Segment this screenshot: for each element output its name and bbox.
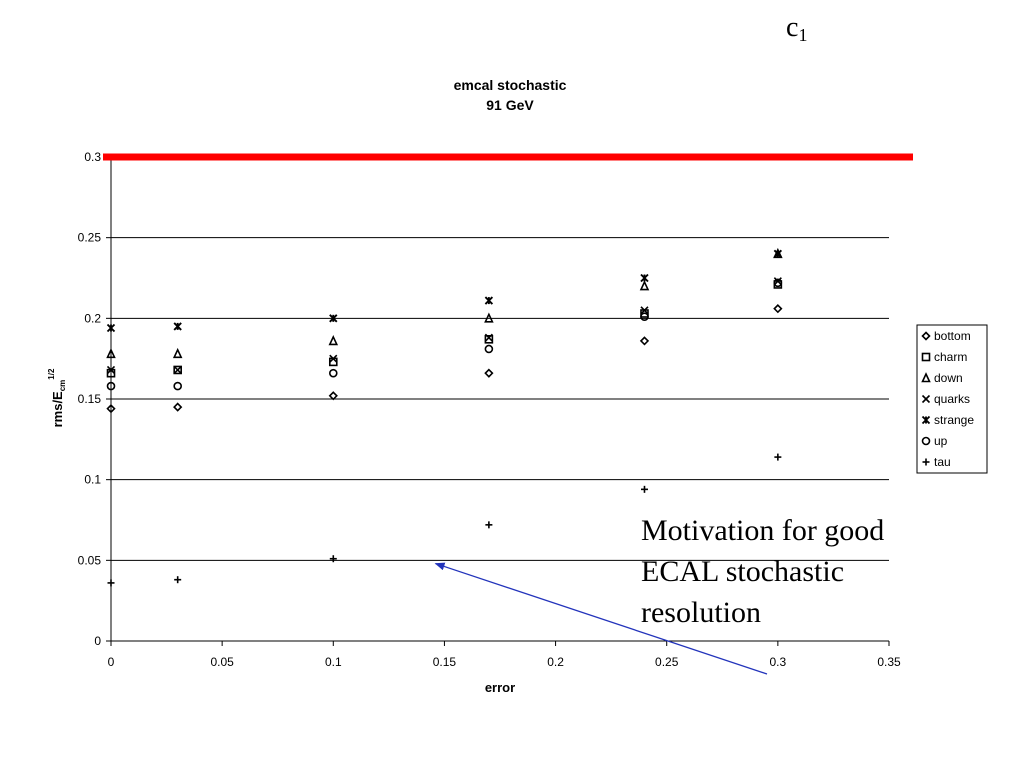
- corner-label: c1: [786, 12, 807, 46]
- point-bottom-1: [173, 402, 183, 412]
- legend-label-strange: strange: [934, 413, 974, 427]
- point-quarks-5: [773, 277, 782, 286]
- point-up-2: [328, 368, 338, 378]
- point-down-1: [172, 347, 183, 359]
- legend-label-up: up: [934, 434, 948, 448]
- point-quarks-0: [106, 365, 116, 375]
- point-tau-4: [640, 485, 648, 493]
- point-bottom-5: [773, 304, 783, 314]
- annotation-arrow: [434, 562, 768, 675]
- point-bottom-2: [328, 391, 338, 401]
- legend-label-tau: tau: [934, 455, 951, 469]
- x-tick-label-1: 0.05: [210, 655, 234, 669]
- y-axis-label-sub: cm: [58, 380, 67, 392]
- annotation-line-2: ECAL stochastic: [641, 555, 845, 588]
- y-axis-label-sup: 1/2: [47, 368, 56, 380]
- legend-box: [916, 324, 988, 474]
- y-tick-label-1: 0.05: [78, 553, 102, 567]
- point-quarks-3: [484, 333, 493, 342]
- point-tau-0: [107, 579, 115, 587]
- point-tau-1: [174, 576, 182, 584]
- point-up-0: [106, 381, 116, 391]
- y-axis-label-main: rms/E: [50, 391, 65, 427]
- point-up-1: [173, 381, 182, 391]
- legend: bottom charm down quarks strange up tau: [916, 324, 988, 474]
- chart-title-line-1: emcal stochastic: [454, 77, 567, 93]
- y-axis-label: rms/Ecm1/2: [47, 368, 67, 427]
- chart-title-line-2: 91 GeV: [486, 97, 534, 113]
- legend-marker-up: [921, 436, 931, 446]
- point-charm-1: [173, 365, 182, 375]
- legend-marker-tau: [922, 458, 930, 466]
- x-tick-label-7: 0.35: [877, 655, 901, 669]
- point-strange-3: [484, 296, 494, 305]
- annotation-text: Motivation for good ECAL stochastic reso…: [641, 510, 941, 633]
- legend-label-down: down: [934, 371, 963, 385]
- y-tick-label-6: 0.3: [84, 150, 101, 164]
- x-tick-label-2: 0.1: [325, 655, 342, 669]
- x-tick-label-6: 0.3: [770, 655, 787, 669]
- legend-label-quarks: quarks: [934, 392, 970, 406]
- point-tau-5: [774, 453, 782, 461]
- legend-marker-bottom: [921, 331, 931, 341]
- y-tick-label-3: 0.15: [78, 392, 102, 406]
- point-up-5: [773, 278, 783, 288]
- point-strange-2: [329, 314, 338, 323]
- legend-label-bottom: bottom: [934, 329, 971, 343]
- y-tick-label-4: 0.2: [84, 311, 101, 325]
- point-strange-0: [106, 323, 116, 333]
- corner-label-subscript: 1: [798, 25, 808, 45]
- annotation-line-1: Motivation for good: [641, 514, 885, 547]
- point-quarks-4: [640, 306, 649, 315]
- point-tau-3: [485, 521, 493, 529]
- legend-marker-strange: [921, 415, 931, 425]
- point-quarks-1: [173, 365, 182, 375]
- point-strange-5: [773, 249, 783, 258]
- corner-label-text: c: [786, 12, 799, 43]
- legend-marker-quarks: [921, 394, 931, 404]
- point-charm-3: [484, 335, 494, 344]
- x-tick-label-5: 0.25: [655, 655, 679, 669]
- legend-label-charm: charm: [934, 350, 967, 364]
- point-up-3: [484, 344, 494, 354]
- x-axis-label: error: [485, 680, 515, 695]
- point-down-0: [106, 347, 116, 359]
- x-tick-label-0: 0: [108, 655, 115, 669]
- y-tick-label-0: 0: [94, 634, 101, 648]
- annotation-line-3: resolution: [641, 596, 761, 629]
- legend-marker-charm: [921, 352, 931, 362]
- point-bottom-4: [639, 336, 650, 346]
- point-strange-1: [173, 322, 182, 331]
- y-tick-label-2: 0.1: [84, 473, 101, 487]
- x-tick-label-4: 0.2: [547, 655, 564, 669]
- point-up-4: [640, 312, 649, 322]
- point-strange-4: [640, 273, 649, 283]
- x-tick-label-3: 0.15: [433, 655, 457, 669]
- point-quarks-2: [329, 354, 338, 363]
- point-down-2: [328, 335, 339, 346]
- point-bottom-0: [106, 404, 116, 414]
- legend-marker-down: [921, 372, 931, 383]
- point-down-3: [484, 312, 494, 323]
- svg-text:rms/Ecm1/2: rms/Ecm1/2: [47, 368, 67, 427]
- y-tick-label-5: 0.25: [78, 231, 102, 245]
- point-down-4: [639, 280, 650, 291]
- point-tau-2: [329, 555, 337, 563]
- point-bottom-3: [484, 368, 494, 378]
